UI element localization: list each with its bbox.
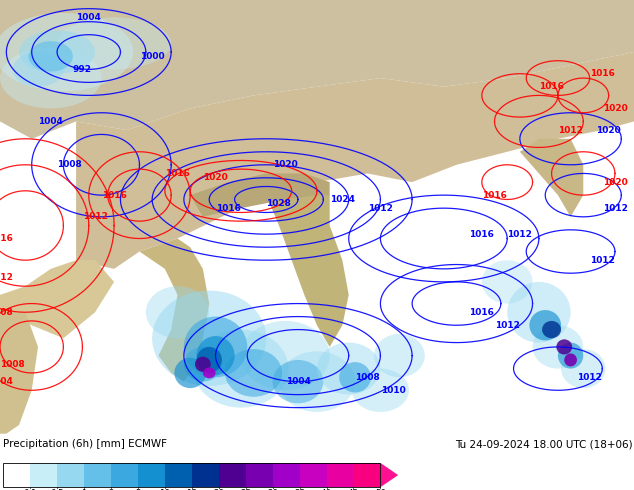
Text: 1016: 1016: [590, 69, 615, 78]
Text: 1004: 1004: [285, 377, 311, 386]
Bar: [111, 463, 138, 487]
Ellipse shape: [374, 334, 425, 377]
Polygon shape: [139, 239, 209, 382]
Polygon shape: [190, 173, 330, 217]
Text: 1016: 1016: [0, 234, 13, 243]
Ellipse shape: [529, 310, 561, 341]
Text: 1016: 1016: [469, 230, 495, 239]
Text: 1024: 1024: [330, 195, 355, 204]
Bar: [191, 463, 219, 487]
Ellipse shape: [19, 30, 95, 74]
Text: 1020: 1020: [602, 104, 628, 113]
Ellipse shape: [174, 358, 206, 388]
Bar: [246, 463, 273, 487]
Polygon shape: [380, 463, 398, 487]
Ellipse shape: [557, 340, 572, 354]
Bar: [30, 463, 57, 487]
Ellipse shape: [152, 291, 266, 386]
Ellipse shape: [273, 360, 323, 403]
Bar: [327, 463, 354, 487]
Ellipse shape: [533, 325, 583, 368]
Text: 1028: 1028: [266, 199, 292, 208]
Text: 992: 992: [73, 65, 92, 74]
Ellipse shape: [184, 347, 222, 382]
Text: 1004: 1004: [38, 117, 63, 126]
Text: 1012: 1012: [577, 373, 602, 382]
Text: 1012: 1012: [0, 273, 13, 282]
Bar: [273, 463, 299, 487]
Polygon shape: [266, 182, 349, 347]
Ellipse shape: [558, 343, 583, 368]
Bar: [3, 463, 30, 487]
Text: 1020: 1020: [273, 160, 298, 169]
Text: 1016: 1016: [482, 191, 507, 199]
Ellipse shape: [0, 13, 133, 91]
Text: 1004: 1004: [0, 377, 13, 386]
Polygon shape: [0, 312, 38, 434]
Text: 1020: 1020: [203, 173, 228, 182]
Ellipse shape: [561, 349, 605, 388]
Text: 1008: 1008: [355, 373, 380, 382]
Ellipse shape: [0, 48, 101, 108]
Ellipse shape: [317, 343, 380, 394]
Text: 1016: 1016: [101, 191, 127, 199]
Bar: [3, 463, 380, 487]
Bar: [299, 463, 327, 487]
Text: 1020: 1020: [596, 125, 621, 135]
Ellipse shape: [197, 347, 222, 373]
Text: 1000: 1000: [140, 52, 164, 61]
Ellipse shape: [339, 362, 371, 392]
Ellipse shape: [29, 41, 73, 72]
Text: 1012: 1012: [558, 125, 583, 135]
Bar: [84, 463, 111, 487]
Ellipse shape: [184, 317, 247, 377]
Text: Precipitation (6h) [mm] ECMWF: Precipitation (6h) [mm] ECMWF: [3, 439, 167, 449]
Ellipse shape: [241, 321, 330, 390]
Polygon shape: [76, 52, 634, 269]
Bar: [354, 463, 380, 487]
Text: 1008: 1008: [57, 160, 82, 169]
Ellipse shape: [564, 353, 577, 367]
Ellipse shape: [279, 351, 355, 412]
Text: 1016: 1016: [539, 82, 564, 91]
Text: 1004: 1004: [76, 13, 101, 22]
Bar: [165, 463, 191, 487]
Ellipse shape: [542, 321, 561, 338]
Ellipse shape: [203, 368, 216, 378]
Text: 1016: 1016: [165, 169, 190, 178]
Text: 1010: 1010: [380, 386, 406, 395]
Ellipse shape: [13, 52, 63, 87]
Text: 1016: 1016: [469, 308, 495, 317]
Text: 1020: 1020: [602, 178, 628, 187]
Ellipse shape: [195, 357, 210, 372]
Polygon shape: [0, 0, 634, 139]
Text: 1012: 1012: [602, 204, 628, 213]
Ellipse shape: [146, 286, 209, 338]
Text: 1008: 1008: [0, 308, 13, 317]
Ellipse shape: [197, 336, 235, 375]
Text: Tu 24-09-2024 18.00 UTC (18+06): Tu 24-09-2024 18.00 UTC (18+06): [455, 439, 633, 449]
Ellipse shape: [507, 282, 571, 343]
Text: 1012: 1012: [82, 212, 108, 221]
Bar: [219, 463, 246, 487]
Text: 1012: 1012: [507, 230, 533, 239]
Polygon shape: [520, 139, 583, 217]
Bar: [138, 463, 165, 487]
Ellipse shape: [193, 330, 288, 408]
Text: 1012: 1012: [368, 204, 393, 213]
Text: 1012: 1012: [590, 256, 615, 265]
Text: 1012: 1012: [495, 321, 520, 330]
Ellipse shape: [57, 17, 171, 70]
Bar: [57, 463, 84, 487]
Text: 1016: 1016: [216, 204, 241, 213]
Ellipse shape: [482, 260, 533, 304]
Ellipse shape: [352, 368, 409, 412]
Polygon shape: [0, 260, 114, 338]
Text: 1008: 1008: [0, 360, 25, 369]
Ellipse shape: [225, 349, 282, 397]
